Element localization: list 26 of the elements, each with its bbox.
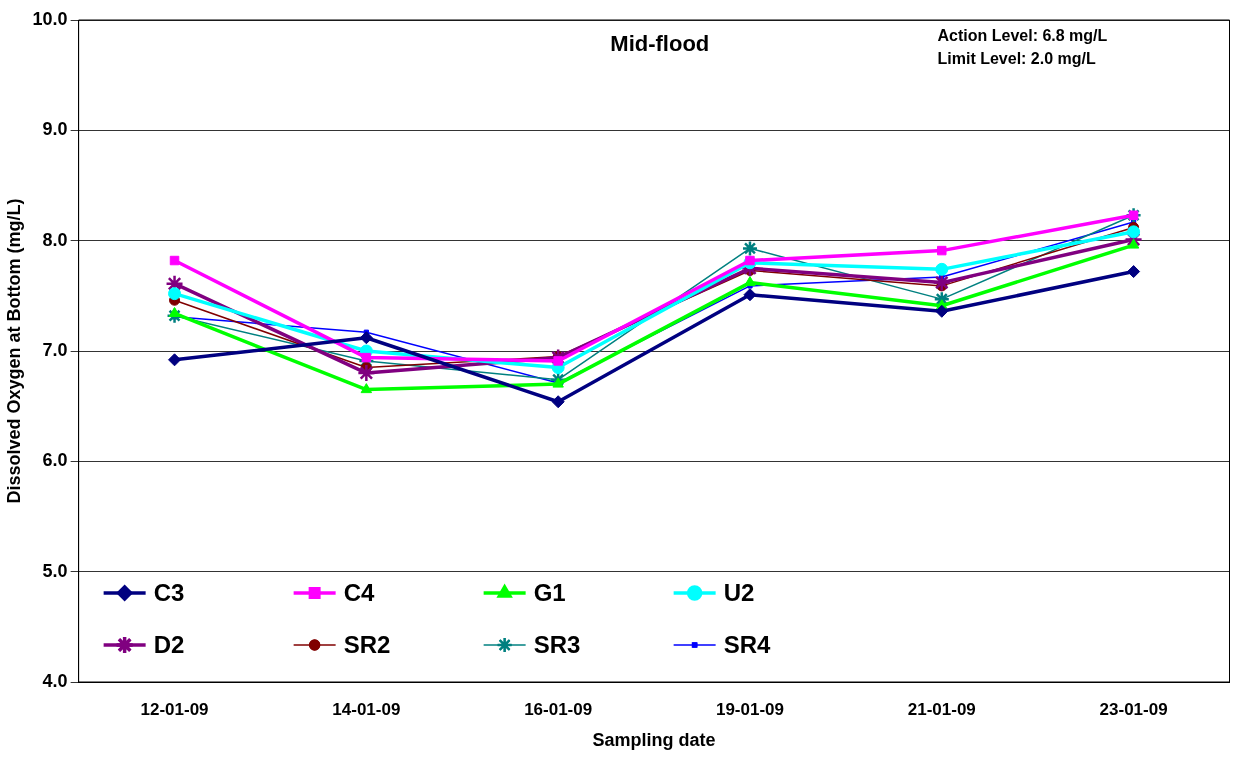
- x-tick-label: 12-01-09: [140, 699, 209, 719]
- legend-label: SR3: [533, 630, 581, 658]
- legend-label: U2: [723, 578, 755, 606]
- y-axis-title: Dissolved Oxygen at Bottom (mg/L): [3, 198, 24, 504]
- y-tick-label: 4.0: [42, 670, 68, 691]
- y-tick-label: 9.0: [42, 119, 68, 140]
- y-tick-label: 5.0: [42, 560, 68, 581]
- x-tick-label: 23-01-09: [1099, 699, 1168, 719]
- legend-label: C4: [343, 578, 375, 606]
- legend-label: SR2: [343, 630, 391, 658]
- x-tick-label: 21-01-09: [907, 699, 976, 719]
- y-tick-label: 10.0: [32, 8, 68, 29]
- legend-label: G1: [533, 578, 566, 606]
- y-tick-label: 6.0: [42, 450, 68, 471]
- annotation: Action Level: 6.8 mg/L: [937, 27, 1108, 45]
- x-tick-label: 19-01-09: [715, 699, 784, 719]
- legend-label: SR4: [723, 630, 771, 658]
- y-tick-label: 7.0: [42, 339, 68, 360]
- y-tick-label: 8.0: [42, 229, 68, 250]
- x-axis-title: Sampling date: [592, 730, 716, 751]
- annotation: Limit Level: 2.0 mg/L: [937, 50, 1096, 68]
- x-tick-label: 14-01-09: [332, 699, 401, 719]
- legend-label: D2: [153, 630, 185, 658]
- legend-label: C3: [153, 578, 185, 606]
- text: Mid-flood: [610, 31, 710, 57]
- x-tick-label: 16-01-09: [524, 699, 593, 719]
